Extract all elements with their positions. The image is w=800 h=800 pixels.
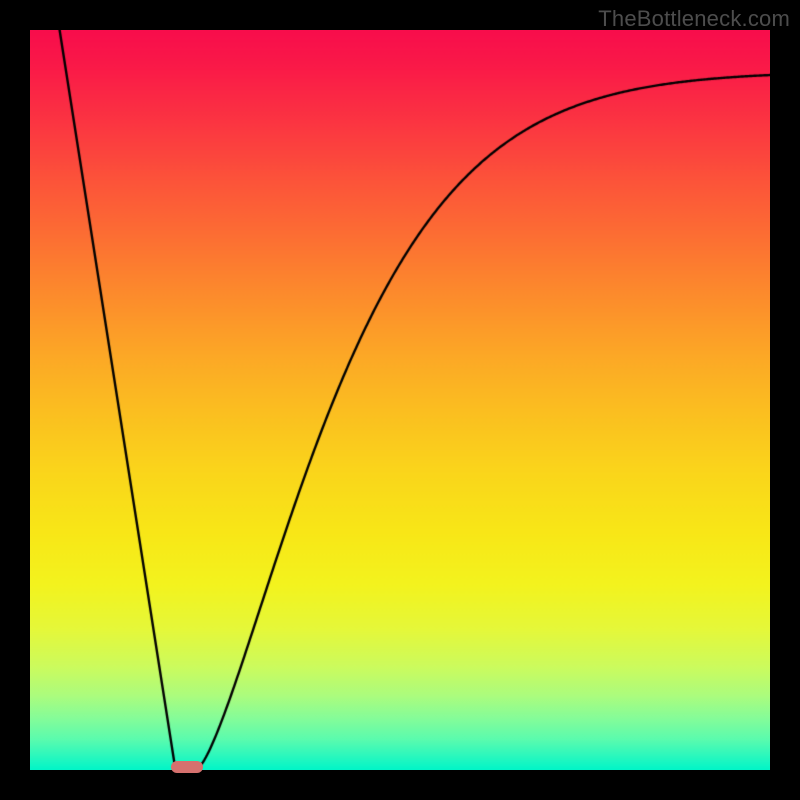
plot-area (30, 30, 770, 770)
bottleneck-curve (30, 30, 770, 770)
watermark-text: TheBottleneck.com (598, 6, 790, 32)
chart-container: TheBottleneck.com (0, 0, 800, 800)
optimal-point-marker (171, 761, 203, 773)
